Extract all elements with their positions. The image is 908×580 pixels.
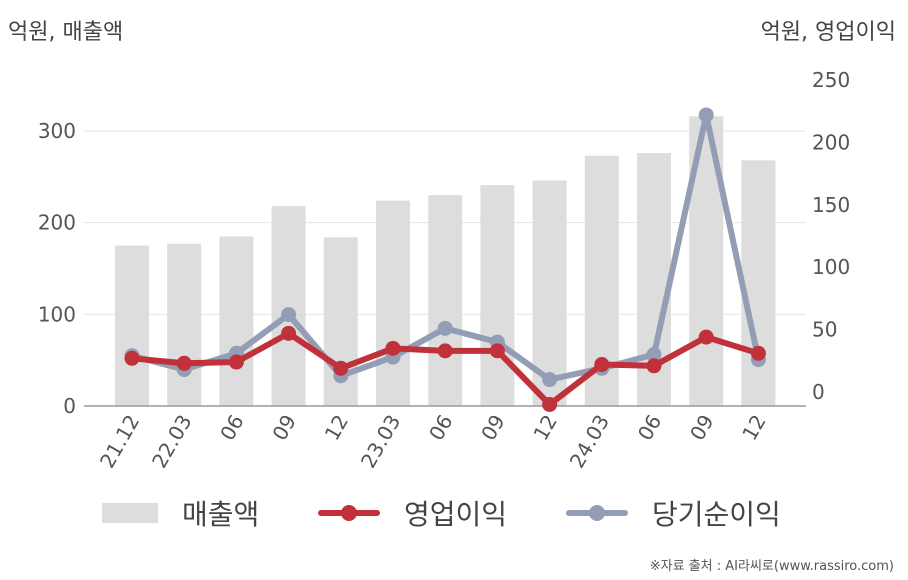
x-tick-label: 09 <box>476 411 510 445</box>
x-tick-label: 09 <box>685 411 719 445</box>
y-right-tick-label: 50 <box>812 318 837 342</box>
op-profit-point <box>489 343 505 359</box>
y-left-tick-label: 200 <box>38 211 76 235</box>
op-profit-point <box>281 325 297 341</box>
x-tick-label: 21.12 <box>95 411 144 473</box>
x-tick-label: 12 <box>320 411 354 445</box>
source-note: ※자료 출처 : AI라씨로(www.rassiro.com) <box>649 559 894 574</box>
y-left-tick-label: 0 <box>63 394 76 418</box>
x-tick-label: 06 <box>215 411 249 445</box>
legend-label-op-profit: 영업이익 <box>404 498 508 531</box>
net-profit-point <box>281 307 297 323</box>
y-right-tick-label: 150 <box>812 193 850 217</box>
legend-label-revenue: 매출액 <box>182 498 260 531</box>
bar-revenue <box>115 245 149 406</box>
right-axis-unit: 억원, 영업이익 <box>760 20 896 45</box>
left-axis-unit: 억원, 매출액 <box>8 20 124 45</box>
legend-item-op-profit: 영업이익 <box>318 490 507 536</box>
bar-revenue <box>219 236 254 406</box>
legend-item-revenue: 매출액 <box>102 490 259 536</box>
x-tick-label: 22.03 <box>147 411 196 473</box>
op-profit-point <box>750 345 766 361</box>
bar-revenue <box>480 185 515 406</box>
op-profit-point <box>333 360 349 376</box>
x-tick-label: 24.03 <box>565 411 614 473</box>
x-tick-label: 12 <box>737 411 771 445</box>
legend-item-net-profit: 당기순이익 <box>566 490 781 536</box>
op-profit-point <box>385 340 401 356</box>
op-profit-point <box>646 358 662 374</box>
bar-revenue <box>428 195 463 406</box>
y-left-tick-label: 100 <box>38 302 76 326</box>
net-profit-point <box>542 372 558 388</box>
op-profit-point <box>124 350 140 366</box>
net-profit-point <box>437 320 453 336</box>
x-tick-label: 06 <box>633 411 667 445</box>
legend-label-net-profit: 당기순이익 <box>652 498 781 531</box>
bar-revenue <box>741 160 776 406</box>
x-tick-label: 09 <box>267 411 301 445</box>
y-right-tick-label: 200 <box>812 130 850 154</box>
legend-swatch-revenue <box>102 503 158 523</box>
x-tick-label: 23.03 <box>356 411 405 473</box>
op-profit-point <box>594 357 610 373</box>
combo-chart: 0 100 200 300 0 50 100 150 200 250 21.12 22.03 06 09 1… <box>38 68 850 473</box>
op-profit-point <box>542 396 558 412</box>
op-profit-point <box>176 355 192 371</box>
legend-swatch-op-profit <box>318 503 380 523</box>
x-tick-label: 06 <box>424 411 458 445</box>
net-profit-point <box>646 347 662 363</box>
y-left-tick-label: 300 <box>38 119 76 143</box>
op-profit-point <box>228 354 244 370</box>
y-right-tick-label: 0 <box>812 380 825 404</box>
op-profit-point <box>698 329 714 345</box>
x-tick-label: 12 <box>528 411 562 445</box>
op-profit-point <box>437 343 453 359</box>
bar-revenue <box>376 200 410 406</box>
net-profit-point <box>698 107 714 123</box>
legend: 매출액 영업이익 당기순이익 <box>0 490 908 540</box>
bar-revenue <box>271 206 306 406</box>
bar-revenue <box>167 243 202 406</box>
y-right-tick-label: 250 <box>812 68 850 92</box>
y-right-tick-label: 100 <box>812 255 850 279</box>
legend-swatch-net-profit <box>566 503 628 523</box>
